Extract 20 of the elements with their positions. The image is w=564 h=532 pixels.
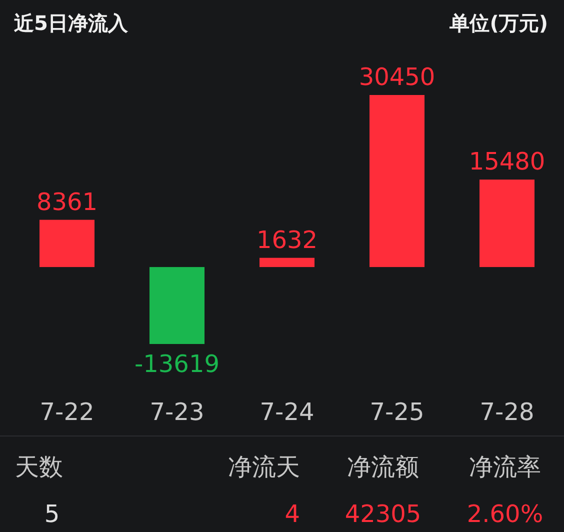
chart-subtitle: 单位(万元) [448, 11, 548, 35]
text: 天数 [15, 453, 63, 481]
chart-title: 近5日净流入 [13, 11, 129, 35]
text: 2.60% [466, 500, 544, 528]
text: 42305 [344, 500, 422, 528]
x-tick-label: 7-23 [150, 398, 204, 426]
text: 净流额 [347, 453, 419, 481]
x-tick-label: 7-28 [480, 398, 534, 426]
data-label: 1632 [256, 226, 318, 254]
text: 净流率 [469, 453, 541, 481]
x-tick-label: 7-25 [370, 398, 424, 426]
text: 净流天 [228, 453, 300, 481]
data-label: 15480 [468, 148, 546, 176]
x-tick-label: 7-24 [260, 398, 314, 426]
data-label: 8361 [36, 188, 98, 216]
text: 5 [44, 500, 60, 528]
data-label: -13619 [134, 350, 220, 378]
x-tick-label: 7-22 [40, 398, 94, 426]
text: 4 [284, 500, 300, 528]
data-label: 30450 [358, 63, 436, 91]
